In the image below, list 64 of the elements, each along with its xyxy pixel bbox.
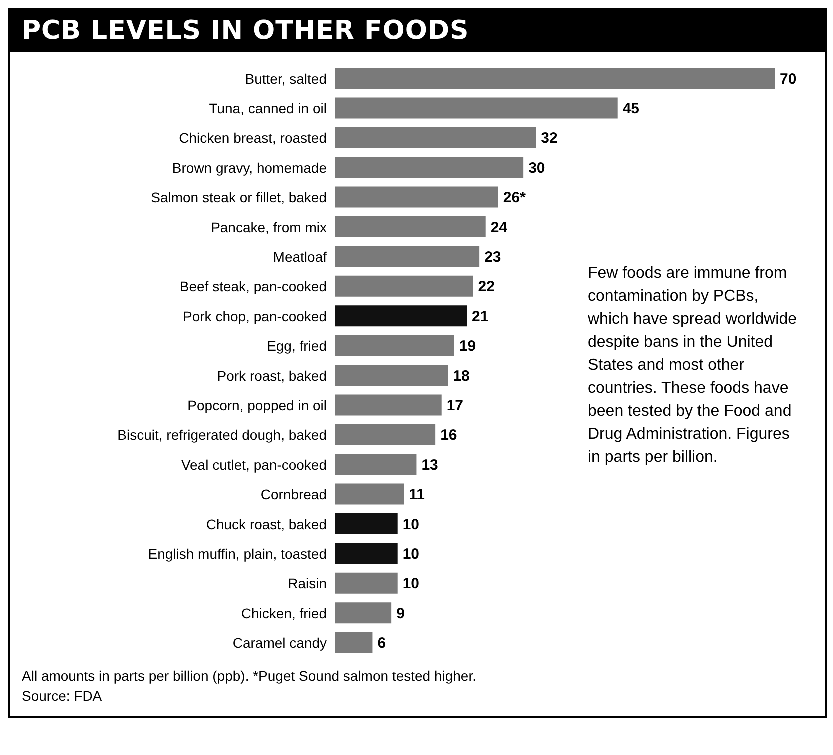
bar <box>335 454 417 476</box>
y-tick-label: Popcorn, popped in oil <box>188 398 327 414</box>
y-tick-label: Caramel candy <box>232 635 327 652</box>
bar <box>335 572 398 594</box>
y-tick-label: Raisin <box>288 576 327 592</box>
bar <box>335 514 398 534</box>
bar <box>335 186 498 208</box>
bar <box>335 335 454 356</box>
text: All amounts in parts per billion (ppb). *Puget Sound salmon tested higher. <box>22 667 478 686</box>
chart-title: PCB LEVELS IN OTHER FOODS <box>10 10 825 52</box>
data-label: 16 <box>440 427 458 444</box>
bar <box>335 484 404 505</box>
y-tick-label: Chuck roast, baked <box>206 516 327 532</box>
data-label: 21 <box>472 308 489 326</box>
y-tick-label: Egg, fried <box>267 338 327 354</box>
data-label: 45 <box>622 100 640 118</box>
y-tick-label: Cornbread <box>260 486 327 503</box>
bar <box>335 127 536 148</box>
bar <box>335 216 486 238</box>
y-tick-label: Chicken breast, roasted <box>179 130 327 146</box>
data-label: 17 <box>446 398 464 415</box>
bar <box>335 632 373 654</box>
data-label: 30 <box>528 160 546 177</box>
data-label: 23 <box>484 249 502 266</box>
y-tick-label: Meatloaf <box>273 249 328 266</box>
y-tick-label: Tuna, canned in oil <box>209 100 327 117</box>
bar <box>335 424 436 446</box>
text: Few foods are immune from contamination by PCBs, which have spread worldwide despite bans in the United States and most other countries. These foods have been tested by the Food and Drug Administration. Figures in parts per billion. <box>588 265 797 466</box>
data-label: 10 <box>402 516 420 534</box>
data-label: 26* <box>503 190 526 207</box>
data-label: 32 <box>541 130 558 148</box>
y-tick-label: Pork roast, baked <box>217 368 327 384</box>
y-tick-label: Beef steak, pan-cooked <box>180 278 327 295</box>
bar <box>335 68 775 89</box>
data-label: 10 <box>402 546 420 564</box>
data-label: 70 <box>780 70 797 88</box>
data-label: 10 <box>402 576 420 593</box>
data-label: 6 <box>378 635 386 652</box>
data-label: 22 <box>478 278 495 296</box>
bar <box>335 602 392 624</box>
bar <box>335 306 467 327</box>
y-tick-label: Brown gravy, homemade <box>172 160 328 176</box>
y-tick-label: Chicken, fried <box>241 605 327 622</box>
data-label: 9 <box>396 605 405 622</box>
data-label: 18 <box>453 368 470 385</box>
y-tick-label: Veal cutlet, pan-cooked <box>181 456 327 473</box>
y-tick-label: Pork chop, pan-cooked <box>183 308 327 324</box>
data-label: 13 <box>422 456 438 474</box>
bar <box>335 276 474 297</box>
y-tick-label: Pancake, from mix <box>211 219 327 236</box>
bar <box>335 365 448 386</box>
bar <box>335 98 618 119</box>
data-label: 19 <box>459 338 476 356</box>
y-tick-label: Butter, salted <box>245 70 327 87</box>
bar <box>335 246 480 268</box>
y-tick-label: English muffin, plain, toasted <box>148 546 327 562</box>
bar <box>335 394 442 416</box>
data-label: 11 <box>409 486 425 504</box>
source-note: Source: FDA <box>22 687 104 706</box>
bar <box>335 157 524 178</box>
bar <box>335 543 398 564</box>
data-label: 24 <box>490 219 508 236</box>
y-tick-label: Salmon steak or fillet, baked <box>151 190 327 206</box>
y-tick-label: Biscuit, refrigerated dough, baked <box>118 427 327 444</box>
